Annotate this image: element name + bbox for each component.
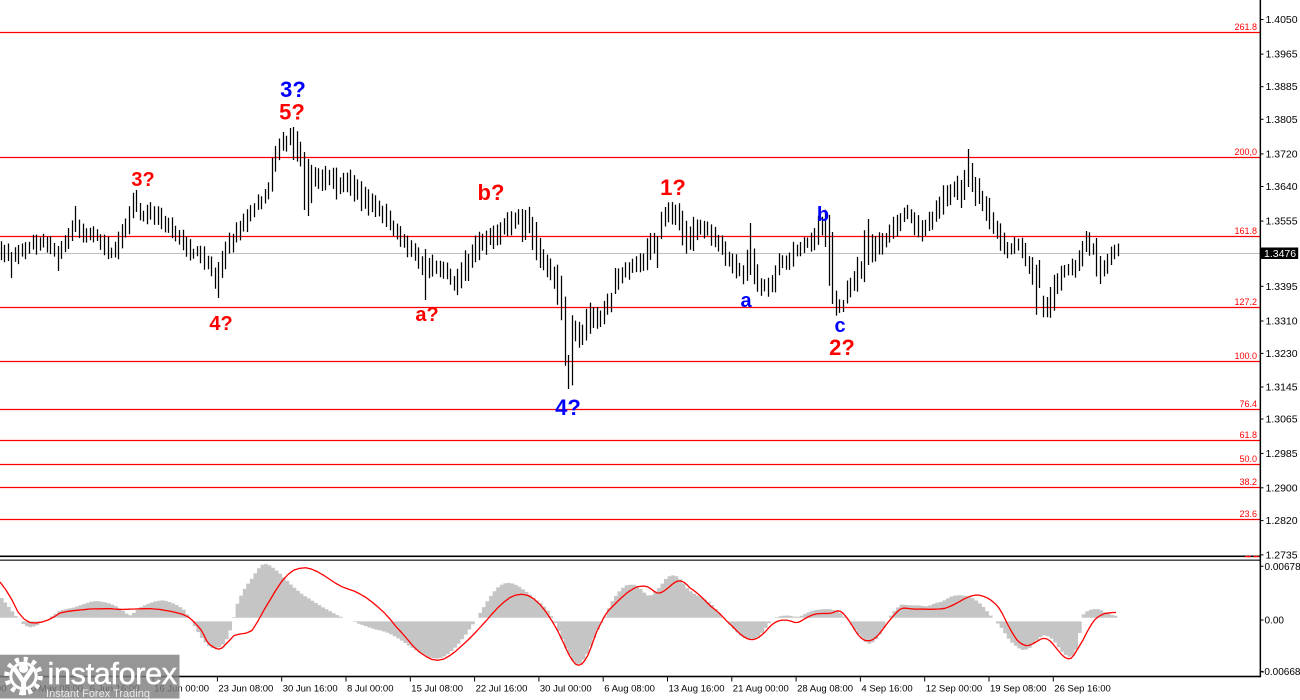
svg-text:1.3395: 1.3395 [1266, 281, 1298, 293]
svg-text:1.3720: 1.3720 [1266, 148, 1298, 160]
svg-text:1.3065: 1.3065 [1266, 414, 1298, 426]
svg-text:21 Aug 00:00: 21 Aug 00:00 [733, 684, 789, 695]
svg-text:Instant Forex Trading: Instant Forex Trading [46, 688, 150, 700]
svg-text:6 Aug 08:00: 6 Aug 08:00 [604, 684, 655, 695]
svg-text:1.3230: 1.3230 [1266, 348, 1298, 360]
svg-text:1.3640: 1.3640 [1266, 181, 1298, 193]
svg-text:1?: 1? [660, 175, 686, 200]
svg-text:a?: a? [415, 304, 438, 326]
svg-text:161.8: 161.8 [1234, 226, 1257, 236]
svg-text:-0.00668: -0.00668 [1261, 667, 1300, 678]
svg-text:1.3476: 1.3476 [1264, 248, 1296, 260]
svg-text:1.2900: 1.2900 [1266, 482, 1298, 494]
svg-text:instaforex: instaforex [48, 657, 177, 691]
svg-text:1.3805: 1.3805 [1266, 114, 1298, 126]
svg-text:261.8: 261.8 [1234, 22, 1257, 32]
svg-text:23 Jun 08:00: 23 Jun 08:00 [218, 684, 273, 695]
svg-text:1.2735: 1.2735 [1266, 549, 1298, 561]
svg-text:1.2985: 1.2985 [1266, 448, 1298, 460]
svg-text:8 Jul 00:00: 8 Jul 00:00 [347, 684, 393, 695]
svg-text:19 Sep 08:00: 19 Sep 08:00 [990, 684, 1047, 695]
svg-text:b: b [817, 204, 829, 226]
svg-text:30 Jul 00:00: 30 Jul 00:00 [540, 684, 592, 695]
svg-text:4?: 4? [555, 395, 581, 420]
svg-text:4?: 4? [209, 313, 232, 335]
svg-text:200,0: 200,0 [1234, 147, 1257, 157]
svg-text:26 Sep 16:00: 26 Sep 16:00 [1054, 684, 1111, 695]
svg-text:0.00: 0.00 [1265, 616, 1285, 627]
svg-text:3?: 3? [131, 169, 154, 191]
svg-text:4 Sep 16:00: 4 Sep 16:00 [861, 684, 912, 695]
svg-text:3?: 3? [280, 77, 306, 102]
svg-text:22 Jul 16:00: 22 Jul 16:00 [476, 684, 528, 695]
svg-text:61.8: 61.8 [1239, 430, 1257, 440]
svg-text:1.3885: 1.3885 [1266, 81, 1298, 93]
svg-text:23.6: 23.6 [1239, 509, 1257, 519]
svg-text:c: c [834, 315, 845, 337]
svg-text:1.2820: 1.2820 [1266, 515, 1298, 527]
svg-text:100.0: 100.0 [1234, 351, 1257, 361]
svg-text:0.00678: 0.00678 [1265, 562, 1300, 573]
svg-text:1.3555: 1.3555 [1266, 216, 1298, 228]
svg-text:28 Aug 08:00: 28 Aug 08:00 [797, 684, 853, 695]
svg-text:30 Jun 16:00: 30 Jun 16:00 [283, 684, 338, 695]
svg-text:127.2: 127.2 [1234, 297, 1257, 307]
svg-text:12 Sep 00:00: 12 Sep 00:00 [926, 684, 983, 695]
svg-text:13 Aug 16:00: 13 Aug 16:00 [669, 684, 725, 695]
svg-text:1.3310: 1.3310 [1266, 316, 1298, 328]
svg-text:1.3145: 1.3145 [1266, 382, 1298, 394]
svg-text:15 Jul 08:00: 15 Jul 08:00 [411, 684, 463, 695]
svg-text:16 Jun 00:00: 16 Jun 00:00 [154, 684, 209, 695]
svg-text:38.2: 38.2 [1239, 477, 1257, 487]
svg-text:1.3965: 1.3965 [1266, 49, 1298, 61]
svg-text:76.4: 76.4 [1239, 399, 1257, 409]
svg-text:50.0: 50.0 [1239, 454, 1257, 464]
svg-text:2?: 2? [829, 335, 855, 360]
svg-text:a: a [740, 290, 752, 312]
svg-text:b?: b? [478, 180, 505, 205]
svg-text:1.4050: 1.4050 [1266, 14, 1298, 26]
svg-text:5?: 5? [279, 100, 305, 125]
